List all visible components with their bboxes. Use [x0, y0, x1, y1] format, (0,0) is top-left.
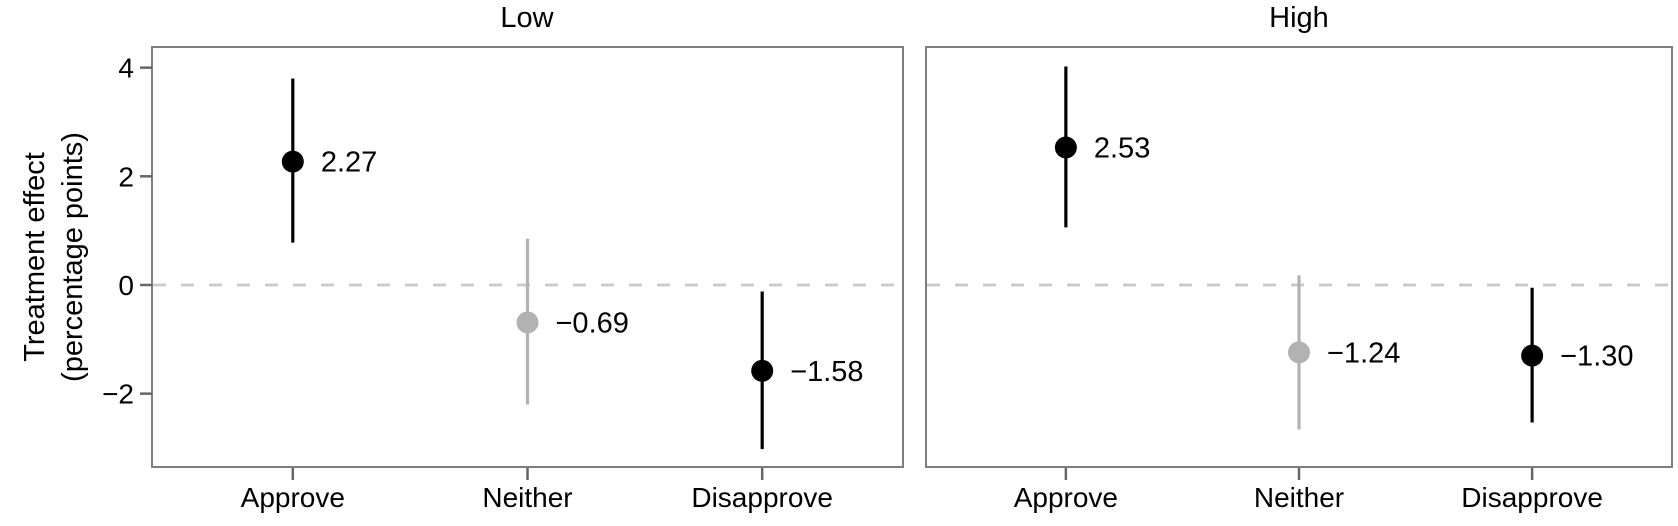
- value-label-low-neither: −0.69: [556, 307, 629, 339]
- facet-title-high: High: [1269, 2, 1329, 34]
- point-high-neither: [1288, 341, 1310, 364]
- point-low-neither: [516, 311, 539, 334]
- y-tick-label-0: 0: [118, 270, 134, 301]
- x-tick-label-low-disapprove: Disapprove: [691, 482, 833, 513]
- panel-high: Approve Neither Disapprove 2.53 −1.24 −1.30: [925, 46, 1673, 513]
- y-axis-label-line2: (percentage points): [57, 132, 89, 382]
- value-label-high-approve: 2.53: [1094, 133, 1150, 165]
- panel-border-low: [151, 46, 904, 468]
- y-axis-label-line1: Treatment effect: [19, 152, 51, 362]
- value-label-low-approve: 2.27: [321, 147, 377, 179]
- y-axis: 4 2 0 −2: [102, 53, 152, 410]
- y-tick-label-2: 2: [118, 161, 134, 192]
- y-tick-label-−2: −2: [102, 379, 134, 410]
- panel-border-high: [925, 46, 1673, 468]
- x-tick-label-high-disapprove: Disapprove: [1461, 482, 1603, 513]
- x-tick-label-high-neither: Neither: [1254, 482, 1344, 513]
- point-low-approve: [281, 150, 304, 173]
- point-low-disapprove: [751, 359, 774, 382]
- panel-low: Approve Neither Disapprove 2.27 −0.69 −1.58: [151, 46, 904, 513]
- x-tick-label-low-approve: Approve: [241, 482, 345, 513]
- y-tick-label-4: 4: [118, 53, 134, 84]
- x-tick-label-low-neither: Neither: [482, 482, 572, 513]
- facet-title-low: Low: [500, 2, 554, 34]
- point-high-approve: [1054, 136, 1077, 159]
- value-label-low-disapprove: −1.58: [790, 356, 863, 388]
- point-high-disapprove: [1521, 344, 1544, 367]
- value-label-high-neither: −1.24: [1327, 337, 1400, 369]
- x-tick-label-high-approve: Approve: [1014, 482, 1118, 513]
- value-label-high-disapprove: −1.30: [1560, 341, 1633, 373]
- plot-panels: Approve Neither Disapprove2.27−0.69−1.58Ap…: [102, 46, 1673, 513]
